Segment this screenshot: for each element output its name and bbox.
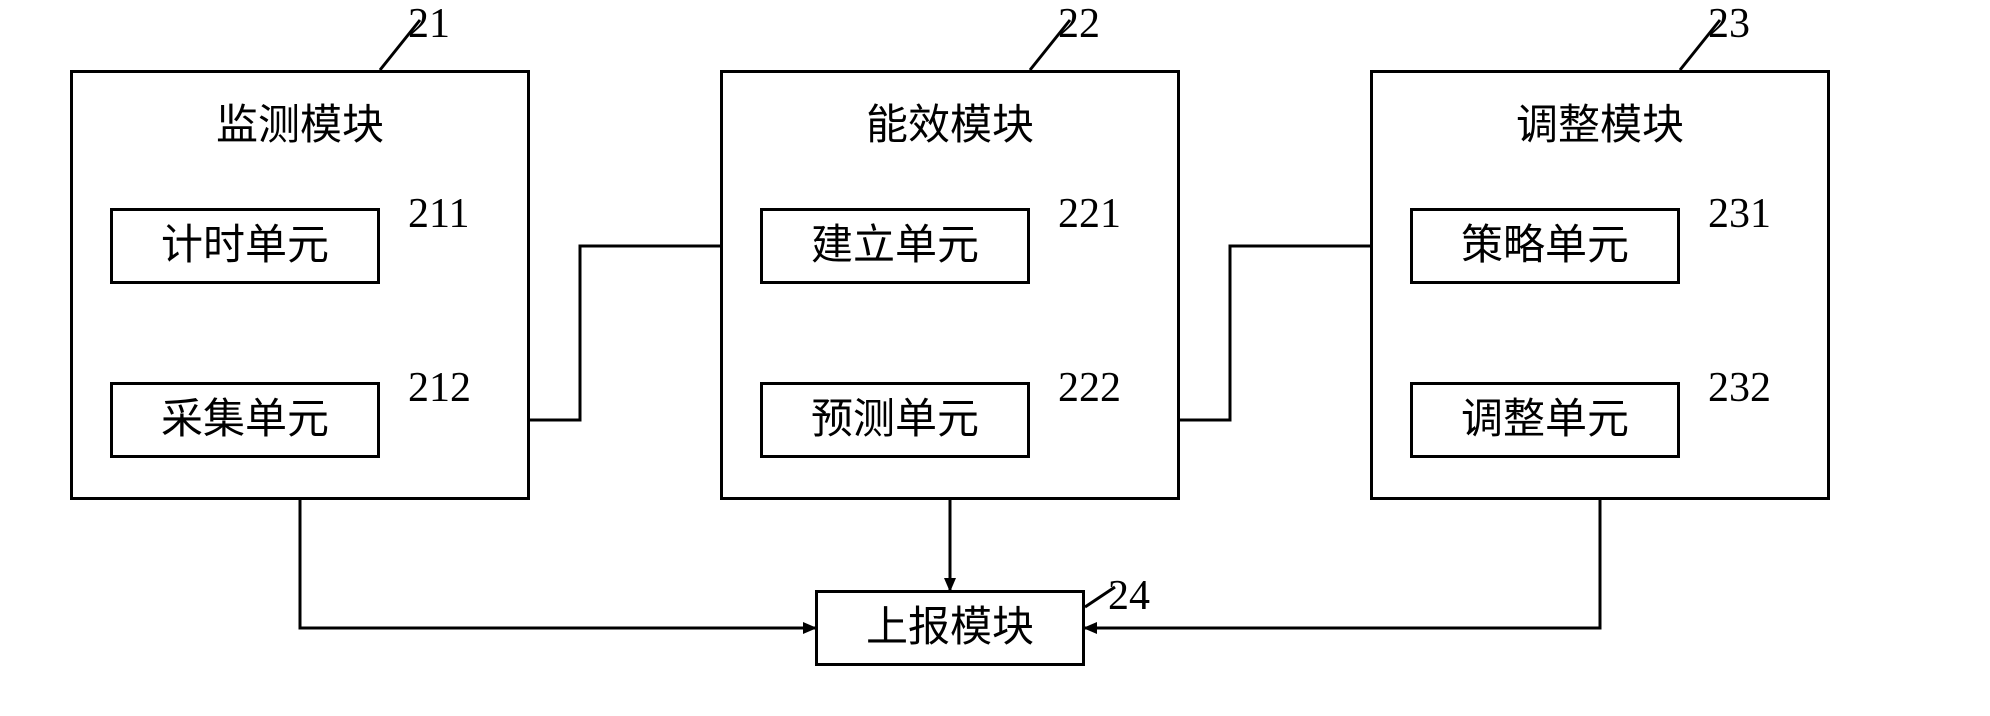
unit-number: 231	[1708, 190, 1771, 238]
unit-232: 调整单元	[1410, 382, 1680, 458]
module-title: 能效模块	[866, 91, 1034, 152]
unit-221: 建立单元	[760, 208, 1030, 284]
module-24: 上报模块	[815, 590, 1085, 666]
module-title: 监测模块	[216, 91, 384, 152]
unit-number: 232	[1708, 364, 1771, 412]
module-title: 调整模块	[1516, 91, 1684, 152]
unit-number: 212	[408, 364, 471, 412]
unit-number: 222	[1058, 364, 1121, 412]
unit-222: 预测单元	[760, 382, 1030, 458]
module-label: 上报模块	[818, 593, 1082, 663]
unit-label: 计时单元	[113, 211, 377, 281]
unit-label: 建立单元	[763, 211, 1027, 281]
diagram-canvas: 监测模块 21 计时单元 211 采集单元 212 能效模块 22 建立单元 221 预测单元 222…	[0, 0, 1990, 716]
unit-label: 预测单元	[763, 385, 1027, 455]
module-number: 21	[408, 0, 450, 48]
unit-231: 策略单元	[1410, 208, 1680, 284]
unit-211: 计时单元	[110, 208, 380, 284]
module-number: 24	[1108, 572, 1150, 620]
unit-label: 调整单元	[1413, 385, 1677, 455]
unit-number: 211	[408, 190, 469, 238]
unit-number: 221	[1058, 190, 1121, 238]
module-number: 23	[1708, 0, 1750, 48]
unit-label: 策略单元	[1413, 211, 1677, 281]
unit-label: 采集单元	[113, 385, 377, 455]
unit-212: 采集单元	[110, 382, 380, 458]
module-number: 22	[1058, 0, 1100, 48]
